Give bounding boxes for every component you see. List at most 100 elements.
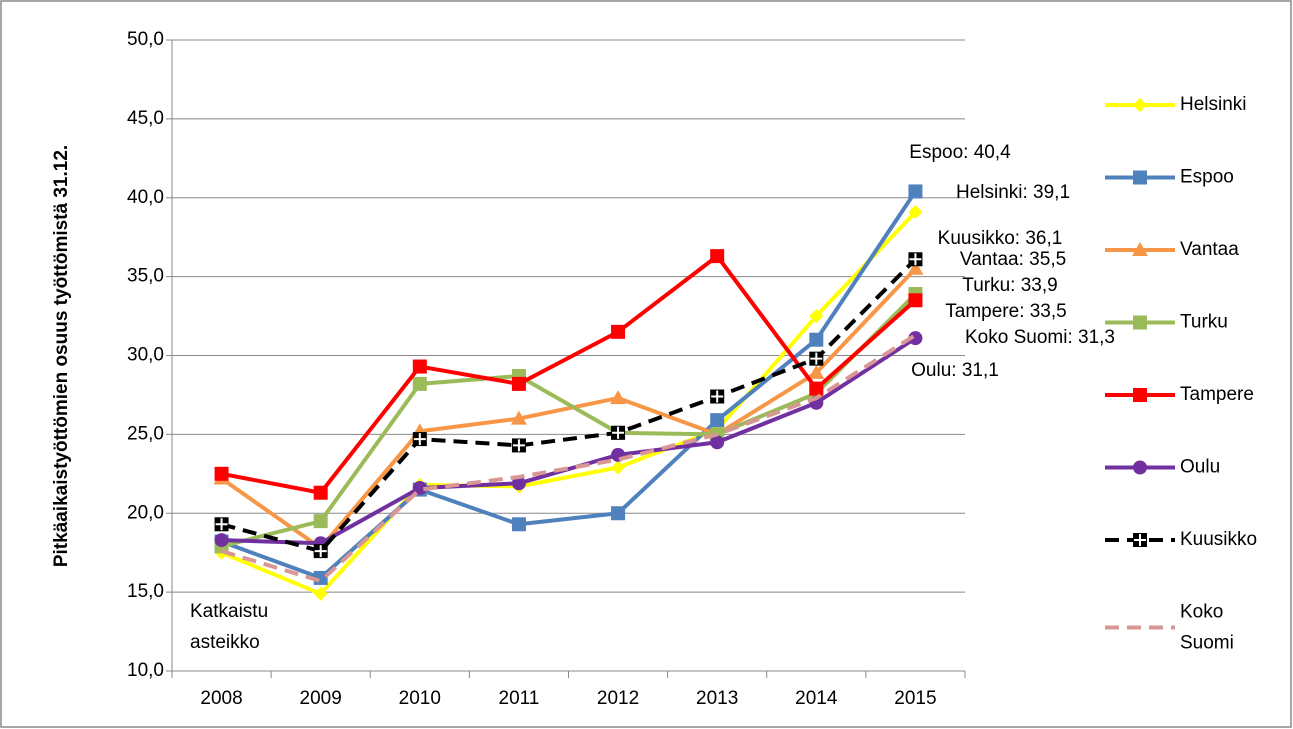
marker-cross bbox=[1134, 534, 1146, 546]
legend-item: Kuusikko bbox=[1105, 529, 1257, 550]
marker bbox=[710, 389, 725, 404]
legend-label: Vantaa bbox=[1180, 239, 1239, 260]
data-label: Oulu: 31,1 bbox=[911, 360, 999, 381]
marker bbox=[1133, 170, 1147, 185]
y-tick-label: 20,0 bbox=[127, 502, 164, 523]
marker bbox=[809, 351, 824, 366]
legend-label: Helsinki bbox=[1180, 94, 1247, 115]
data-label: Kuusikko: 36,1 bbox=[938, 228, 1063, 249]
series-line bbox=[221, 257, 917, 554]
marker bbox=[1133, 98, 1147, 112]
legend-label: Koko Suomi bbox=[1180, 602, 1234, 654]
marker bbox=[710, 435, 725, 450]
x-tick-label: 2013 bbox=[696, 688, 738, 709]
marker bbox=[1133, 533, 1147, 547]
marker bbox=[710, 413, 725, 428]
y-tick-label: 45,0 bbox=[127, 108, 164, 129]
marker-cross bbox=[810, 352, 823, 365]
marker bbox=[908, 293, 923, 308]
marker bbox=[313, 586, 328, 601]
legend-item: Tampere bbox=[1105, 384, 1254, 405]
x-tick-label: 2009 bbox=[300, 688, 342, 709]
marker bbox=[313, 544, 328, 559]
marker-cross bbox=[612, 426, 625, 439]
marker bbox=[511, 476, 526, 491]
marker-cross bbox=[215, 518, 228, 531]
legend-label: Oulu bbox=[1180, 457, 1220, 478]
marker bbox=[511, 438, 526, 453]
data-label: Tampere: 33,5 bbox=[945, 301, 1066, 322]
data-label: Helsinki: 39,1 bbox=[956, 182, 1070, 203]
legend-item: Oulu bbox=[1105, 457, 1220, 478]
marker bbox=[214, 533, 229, 548]
series-line bbox=[220, 333, 917, 584]
y-tick-label: 30,0 bbox=[127, 345, 164, 366]
marker bbox=[412, 376, 427, 391]
marker bbox=[510, 410, 527, 425]
x-tick-label: 2014 bbox=[795, 688, 838, 709]
marker-cross bbox=[512, 439, 525, 452]
data-label: Koko Suomi: 31,3 bbox=[965, 327, 1115, 348]
marker bbox=[214, 466, 229, 481]
marker bbox=[611, 324, 626, 339]
legend-item: Koko Suomi bbox=[1105, 602, 1234, 654]
marker bbox=[710, 249, 725, 264]
marker bbox=[214, 517, 229, 532]
marker bbox=[808, 364, 825, 379]
annotation: asteikko bbox=[190, 632, 260, 653]
series-line bbox=[221, 336, 917, 546]
marker-cross bbox=[413, 433, 426, 446]
marker bbox=[611, 460, 626, 475]
marker bbox=[412, 432, 427, 447]
marker bbox=[1133, 388, 1147, 402]
marker bbox=[809, 309, 824, 324]
legend-item: Vantaa bbox=[1105, 239, 1239, 260]
y-tick-label: 10,0 bbox=[127, 660, 164, 681]
data-label: Espoo: 40,4 bbox=[909, 142, 1011, 163]
legend-label: Turku bbox=[1180, 312, 1228, 333]
marker bbox=[313, 485, 328, 500]
y-axis-label: Pitkäaikaistyöttömien osuus työttömistä … bbox=[51, 145, 72, 567]
marker bbox=[511, 376, 526, 391]
data-label: Vantaa: 35,5 bbox=[960, 249, 1066, 270]
x-tick-label: 2011 bbox=[499, 688, 540, 709]
marker bbox=[1133, 460, 1147, 475]
legend-item: Espoo bbox=[1105, 167, 1234, 188]
series-line bbox=[220, 210, 917, 596]
series-line bbox=[221, 292, 917, 549]
marker bbox=[611, 506, 626, 521]
legend-item: Helsinki bbox=[1105, 94, 1247, 115]
y-tick-label: 50,0 bbox=[127, 29, 164, 50]
legend-item: Turku bbox=[1105, 312, 1228, 333]
marker bbox=[809, 332, 824, 347]
y-tick-label: 25,0 bbox=[127, 423, 164, 444]
marker-cross bbox=[314, 545, 327, 558]
marker bbox=[908, 184, 923, 199]
marker bbox=[907, 260, 924, 275]
marker bbox=[610, 390, 627, 405]
data-label: Turku: 33,9 bbox=[962, 275, 1057, 296]
marker bbox=[313, 514, 328, 529]
marker bbox=[412, 481, 427, 496]
marker bbox=[412, 359, 427, 374]
marker bbox=[1133, 315, 1147, 330]
marker bbox=[908, 204, 923, 219]
series-line bbox=[220, 190, 918, 580]
x-tick-label: 2008 bbox=[200, 688, 242, 709]
marker-cross bbox=[909, 253, 922, 266]
marker bbox=[1132, 242, 1148, 256]
annotation: Katkaistu bbox=[190, 601, 268, 622]
marker-cross bbox=[711, 390, 724, 403]
series-line bbox=[220, 267, 917, 550]
marker bbox=[809, 381, 824, 396]
x-tick-label: 2015 bbox=[894, 688, 936, 709]
legend-label: Espoo bbox=[1180, 167, 1234, 188]
legend-label: Kuusikko bbox=[1180, 529, 1257, 550]
y-tick-label: 35,0 bbox=[127, 266, 164, 287]
x-tick-label: 2012 bbox=[597, 688, 639, 709]
marker bbox=[511, 517, 526, 532]
marker bbox=[908, 331, 923, 346]
marker bbox=[908, 252, 923, 267]
